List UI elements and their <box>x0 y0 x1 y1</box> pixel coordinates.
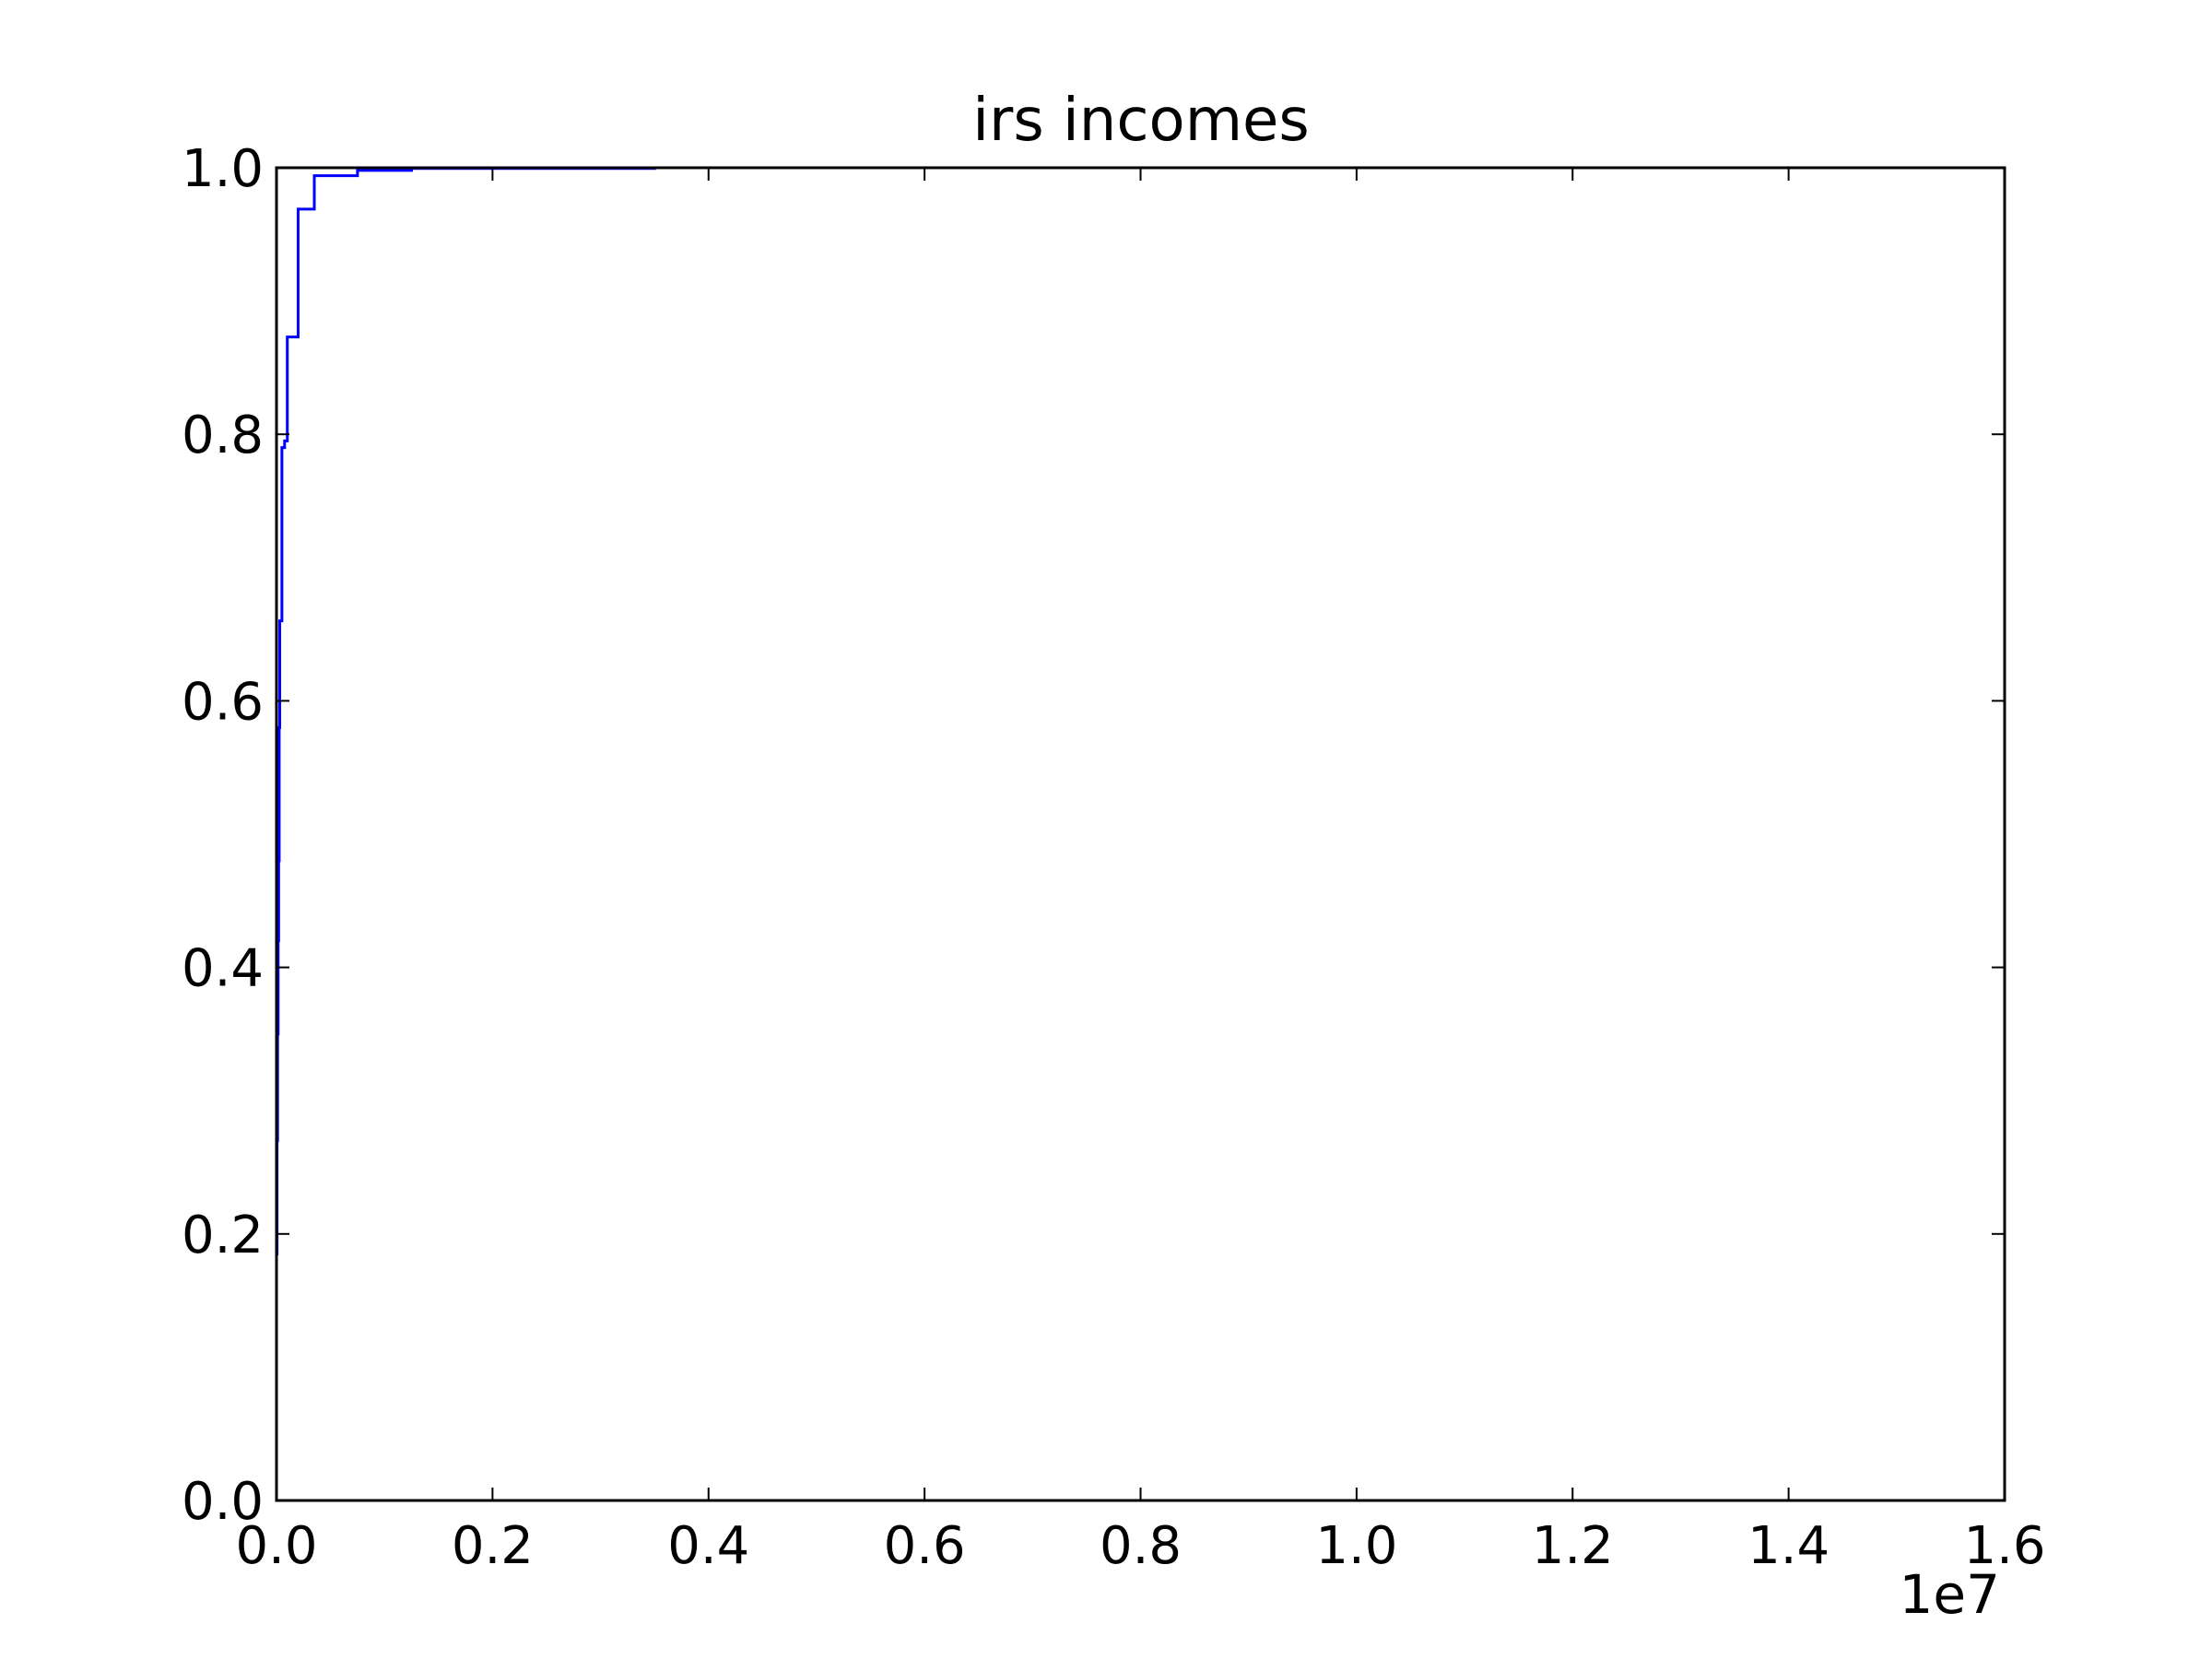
x-tick-label: 1.4 <box>1747 1516 1830 1576</box>
x-tick-label: 0.6 <box>884 1516 966 1576</box>
x-tick-label: 1.0 <box>1315 1516 1397 1576</box>
x-tick-label: 1.2 <box>1532 1516 1614 1576</box>
x-tick-label: 0.0 <box>235 1516 317 1576</box>
x-tick-label: 0.8 <box>1100 1516 1182 1576</box>
x-tick-label: 0.2 <box>452 1516 534 1576</box>
y-tick-label: 0.8 <box>182 406 264 465</box>
y-tick-label: 0.2 <box>182 1206 264 1265</box>
x-tick-label: 0.4 <box>667 1516 749 1576</box>
series-line-0 <box>276 167 656 1255</box>
y-tick-label: 0.0 <box>182 1472 264 1532</box>
x-tick-label: 1.6 <box>1963 1516 2045 1576</box>
x-axis-multiplier-label: 1e7 <box>1900 1563 2001 1626</box>
chart-title: irs incomes <box>972 87 1310 155</box>
y-tick-label: 0.4 <box>182 939 264 999</box>
y-tick-label: 1.0 <box>182 139 264 199</box>
y-tick-label: 0.6 <box>182 672 264 732</box>
axes-layer: 0.0 0.2 0.4 0.6 0.8 1.0 1.2 1.4 1.6 0.0 0.2 0.4 0.6 0… <box>182 139 2046 1576</box>
